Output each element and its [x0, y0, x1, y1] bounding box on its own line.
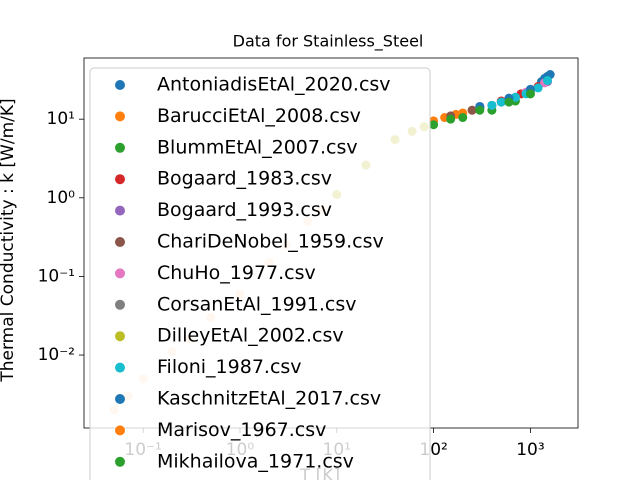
legend-box [89, 67, 431, 480]
legend-label: ChuHo_1977.csv [157, 262, 316, 284]
legend-label: Bogaard_1983.csv [157, 168, 332, 190]
legend-marker [115, 394, 125, 404]
legend-label: KaschnitzEtAl_2017.csv [157, 388, 381, 410]
legend-marker [115, 425, 125, 436]
legend-marker [115, 111, 125, 122]
data-point [533, 83, 543, 93]
y-axis-label: Thermal Conductivity : k [W/m/K] [0, 98, 18, 382]
legend-marker [115, 456, 125, 467]
legend-marker [115, 80, 125, 90]
y-tick-label: 10⁻¹ [38, 266, 75, 286]
legend-marker [115, 237, 125, 247]
data-point [429, 120, 439, 130]
data-point [446, 114, 456, 124]
legend-marker [115, 205, 125, 216]
legend-marker [115, 362, 125, 373]
y-tick-label: 10¹ [47, 109, 75, 129]
y-tick-label: 10⁰ [47, 188, 76, 208]
data-point [458, 113, 468, 123]
data-point [542, 76, 552, 86]
data-point [467, 105, 477, 115]
x-tick-label: 10³ [516, 440, 544, 460]
legend-marker [115, 299, 125, 310]
legend-label: ChariDeNobel_1959.csv [157, 231, 384, 253]
legend-label: Marisov_1967.csv [157, 419, 326, 441]
legend-label: CorsanEtAl_1991.csv [157, 293, 357, 315]
legend-marker [115, 268, 125, 279]
legend-marker [115, 331, 125, 342]
data-point [487, 100, 497, 110]
legend-label: Mikhailova_1971.csv [157, 450, 354, 472]
legend-label: Bogaard_1993.csv [157, 199, 332, 221]
data-point [504, 97, 514, 107]
legend-marker [115, 142, 125, 153]
legend-label: BlummEtAl_2007.csv [157, 136, 358, 158]
legend-label: BarucciEtAl_2008.csv [157, 105, 361, 127]
legend-marker [115, 174, 125, 185]
legend-label: DilleyEtAl_2002.csv [157, 325, 344, 347]
data-point [496, 97, 506, 107]
legend-label: Filoni_1987.csv [157, 356, 302, 378]
chart-title: Data for Stainless_Steel [233, 32, 424, 52]
y-tick-label: 10⁻² [38, 345, 75, 365]
data-point [475, 105, 485, 115]
data-point [525, 89, 535, 99]
legend-label: AntoniadisEtAl_2020.csv [157, 74, 391, 96]
